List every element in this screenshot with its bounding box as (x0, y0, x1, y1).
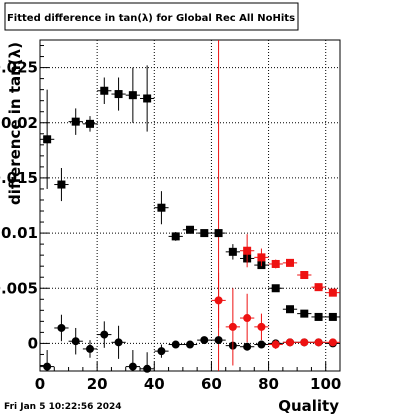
timestamp-footer: Fri Jan 5 10:22:56 2024 (4, 402, 122, 412)
circle-marker (214, 296, 223, 305)
series-3 (211, 272, 340, 366)
square-marker (286, 258, 294, 267)
square-marker (86, 119, 94, 128)
circle-marker (243, 314, 252, 323)
circle-marker (143, 364, 152, 373)
chart-title: Fitted difference in tan(λ) for Global R… (7, 13, 295, 24)
square-marker (257, 253, 266, 262)
square-marker (157, 203, 166, 212)
square-marker (214, 229, 223, 238)
circle-marker (300, 338, 309, 347)
square-marker (114, 90, 123, 99)
circle-marker (243, 342, 252, 351)
circle-marker (228, 322, 237, 331)
circle-marker (328, 338, 337, 347)
y-tick-label: 0.005 (0, 279, 38, 297)
x-tick-label: 100 (310, 375, 341, 393)
y-tick-label: 0.025 (0, 59, 38, 77)
circle-marker (171, 340, 180, 349)
data-points (40, 65, 340, 373)
square-marker (286, 305, 294, 314)
circle-marker (200, 336, 209, 345)
square-marker (314, 283, 323, 292)
square-marker (314, 312, 323, 321)
circle-marker (314, 338, 323, 347)
x-tick-label: 20 (87, 375, 108, 393)
square-marker (328, 312, 337, 321)
square-marker (71, 117, 80, 126)
y-tick-label: 0 (28, 334, 38, 352)
square-marker (300, 309, 309, 318)
square-marker (128, 91, 137, 100)
square-marker (43, 135, 52, 144)
x-tick-label: 80 (258, 375, 279, 393)
chart-title-box: Fitted difference in tan(λ) for Global R… (4, 2, 299, 31)
circle-marker (43, 362, 52, 371)
square-marker (300, 271, 309, 280)
square-marker (271, 259, 280, 268)
circle-marker (214, 336, 223, 345)
circle-marker (57, 323, 66, 332)
square-marker (200, 229, 209, 238)
series-2 (240, 234, 340, 297)
circle-marker (286, 338, 294, 347)
square-marker (328, 288, 337, 297)
square-marker (228, 247, 237, 256)
x-tick-label: 40 (144, 375, 165, 393)
square-marker (57, 180, 66, 189)
y-tick-label: 0.02 (1, 114, 38, 132)
circle-marker (257, 340, 266, 349)
square-marker (100, 86, 109, 95)
x-tick-label: 0 (35, 375, 45, 393)
circle-marker (186, 340, 194, 349)
circle-marker (271, 340, 280, 349)
y-tick-label: 0.015 (0, 169, 38, 187)
circle-marker (114, 338, 123, 347)
x-tick-label: 60 (201, 375, 222, 393)
square-marker (143, 94, 152, 103)
square-marker (186, 225, 194, 234)
axes: 0 20 40 60 80 100 0 0.005 0.01 0.015 0.02 0.025 (0, 45, 341, 393)
circle-marker (157, 347, 166, 356)
circle-marker (71, 337, 80, 346)
circle-marker (257, 322, 266, 331)
square-marker (271, 284, 280, 293)
x-axis-title: Quality (278, 397, 339, 414)
square-marker (171, 232, 180, 241)
circle-marker (128, 362, 137, 371)
circle-marker (86, 344, 94, 353)
y-tick-label: 0.01 (1, 224, 38, 242)
plot-area (39, 39, 341, 372)
circle-marker (100, 330, 109, 339)
y-axis-title: difference in tan(λ) (6, 42, 24, 205)
square-marker (243, 246, 252, 255)
